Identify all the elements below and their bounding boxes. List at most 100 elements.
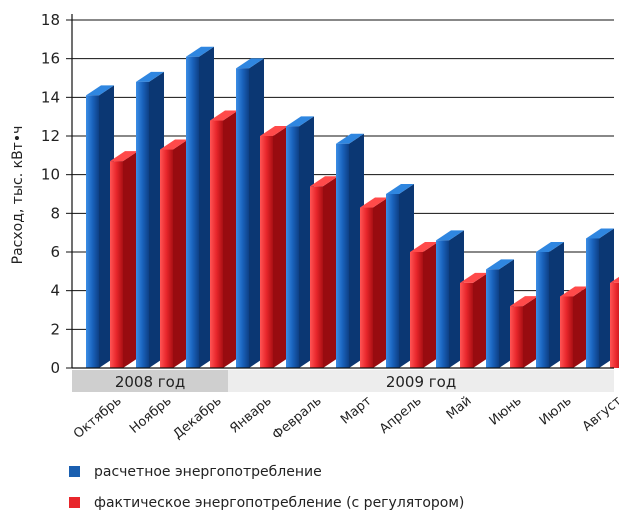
bar-estimated bbox=[186, 46, 214, 368]
bar-actual bbox=[110, 151, 138, 368]
bar-top bbox=[486, 259, 514, 270]
bar-actual bbox=[410, 242, 438, 368]
bar-actual bbox=[460, 272, 488, 368]
bar-top bbox=[286, 116, 314, 127]
year-band: 2008 год 2009 год bbox=[72, 370, 614, 392]
bar-front bbox=[286, 126, 299, 368]
bar-top bbox=[436, 230, 464, 241]
legend-label-estimated: расчетное энергопотребление bbox=[94, 464, 322, 480]
bar-top bbox=[360, 197, 388, 208]
bar-front bbox=[510, 306, 523, 368]
bar-actual bbox=[260, 126, 288, 368]
bar-top bbox=[186, 46, 214, 57]
bar-actual bbox=[360, 197, 388, 368]
bar-front bbox=[336, 143, 349, 368]
bar-top bbox=[610, 276, 619, 283]
year-band-2008 bbox=[72, 370, 228, 392]
bar-side bbox=[523, 296, 538, 368]
bar-top bbox=[110, 151, 138, 162]
bar-top bbox=[260, 126, 288, 136]
bar-front bbox=[236, 68, 249, 368]
y-tick-label: 6 bbox=[50, 243, 60, 261]
bar-front bbox=[310, 186, 323, 368]
bar-front bbox=[160, 149, 173, 368]
bar-side bbox=[423, 242, 438, 368]
bar-top bbox=[86, 85, 114, 96]
bar-top bbox=[410, 242, 438, 252]
bar-top bbox=[586, 228, 614, 239]
bar-front bbox=[210, 120, 223, 369]
bar-top bbox=[560, 286, 588, 297]
bar-side bbox=[223, 110, 238, 369]
legend-swatch-estimated bbox=[69, 466, 80, 477]
bar-side bbox=[573, 286, 588, 368]
bar-front bbox=[460, 282, 473, 368]
y-tick-label: 0 bbox=[50, 359, 60, 377]
x-tick-label: Июль bbox=[537, 394, 575, 429]
bar-front bbox=[86, 95, 99, 369]
bar-front bbox=[610, 282, 619, 368]
bar-estimated bbox=[236, 58, 264, 368]
bar-front bbox=[560, 296, 573, 368]
bar-actual bbox=[510, 296, 538, 368]
bar-top bbox=[136, 71, 164, 82]
year-band-2009 bbox=[228, 370, 614, 392]
bar-estimated bbox=[286, 116, 314, 368]
y-tick-label: 14 bbox=[41, 88, 60, 106]
bar-top bbox=[310, 176, 338, 187]
legend-label-actual: фактическое энергопотребление (с регулят… bbox=[94, 495, 464, 511]
bar-estimated bbox=[536, 242, 564, 368]
bar-estimated bbox=[386, 184, 414, 368]
bar-actual bbox=[610, 276, 619, 368]
bar-top bbox=[236, 58, 264, 69]
bar-top bbox=[536, 242, 564, 252]
bar-side bbox=[273, 126, 288, 368]
bar-front bbox=[586, 238, 599, 368]
bar-front bbox=[536, 252, 549, 368]
y-axis-label: Расход, тыс. кВт•ч bbox=[10, 126, 26, 265]
bar-top bbox=[386, 184, 414, 194]
bar-side bbox=[373, 197, 388, 368]
y-tick-label: 4 bbox=[50, 282, 60, 300]
bar-actual bbox=[160, 139, 188, 368]
axes: 0 2 4 6 8 10 12 14 16 18 bbox=[41, 11, 614, 377]
x-tick-label: Май bbox=[444, 394, 475, 423]
y-tick-label: 2 bbox=[50, 320, 60, 338]
year-label-2008: 2008 год bbox=[115, 373, 185, 391]
bar-estimated bbox=[486, 259, 514, 368]
bar-side bbox=[123, 151, 138, 368]
bar-estimated bbox=[336, 133, 364, 368]
bar-front bbox=[110, 161, 123, 368]
x-tick-label: Декабрь bbox=[171, 394, 225, 443]
bar-estimated bbox=[136, 71, 164, 368]
x-tick-label: Июнь bbox=[487, 394, 525, 429]
bar-top bbox=[336, 133, 364, 144]
bar-top bbox=[160, 139, 188, 150]
bar-top bbox=[510, 296, 538, 307]
bars bbox=[86, 46, 619, 369]
bar-estimated bbox=[86, 85, 114, 369]
bar-front bbox=[386, 194, 399, 368]
x-tick-label: Ноябрь bbox=[127, 394, 175, 437]
y-tick-label: 8 bbox=[50, 204, 60, 222]
x-tick-label: Январь bbox=[227, 394, 274, 437]
legend-swatch-actual bbox=[69, 497, 80, 508]
bar-top bbox=[460, 272, 488, 283]
y-tick-label: 12 bbox=[41, 127, 60, 145]
bar-side bbox=[473, 272, 488, 368]
x-tick-label: Август bbox=[580, 393, 619, 434]
bar-side bbox=[173, 139, 188, 368]
bar-estimated bbox=[436, 230, 464, 368]
x-tick-label: Октябрь bbox=[71, 394, 125, 442]
x-tick-label: Апрель bbox=[377, 394, 425, 437]
bar-front bbox=[186, 56, 199, 368]
y-tick-label: 16 bbox=[41, 50, 60, 68]
bar-front bbox=[436, 240, 449, 368]
bar-front bbox=[360, 207, 373, 368]
bar-front bbox=[410, 252, 423, 368]
bar-side bbox=[323, 176, 338, 368]
bar-actual bbox=[310, 176, 338, 368]
y-tick-label: 10 bbox=[41, 166, 60, 184]
